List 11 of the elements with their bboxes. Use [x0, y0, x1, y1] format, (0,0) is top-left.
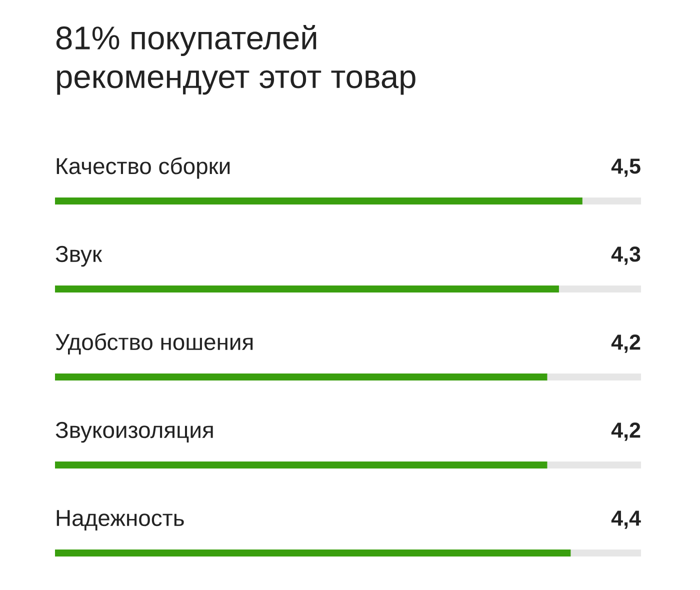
y-tick-label: Качество сборки [56, 157, 230, 179]
y-tick-label: Звукоизоляция [56, 422, 213, 443]
y-tick-label: Звук [56, 246, 102, 267]
data-label: 4,2 [611, 422, 640, 441]
data-label: 4,4 [611, 510, 641, 529]
data-label: 4,2 [611, 334, 640, 353]
y-tick-label: Надежность [56, 510, 184, 530]
y-tick-label: Удобство ношения [56, 333, 253, 354]
chart-title: 81% покупателей рекомендует этот товар [56, 25, 416, 95]
data-label: 4,5 [611, 158, 640, 177]
data-label: 4,3 [611, 246, 640, 265]
